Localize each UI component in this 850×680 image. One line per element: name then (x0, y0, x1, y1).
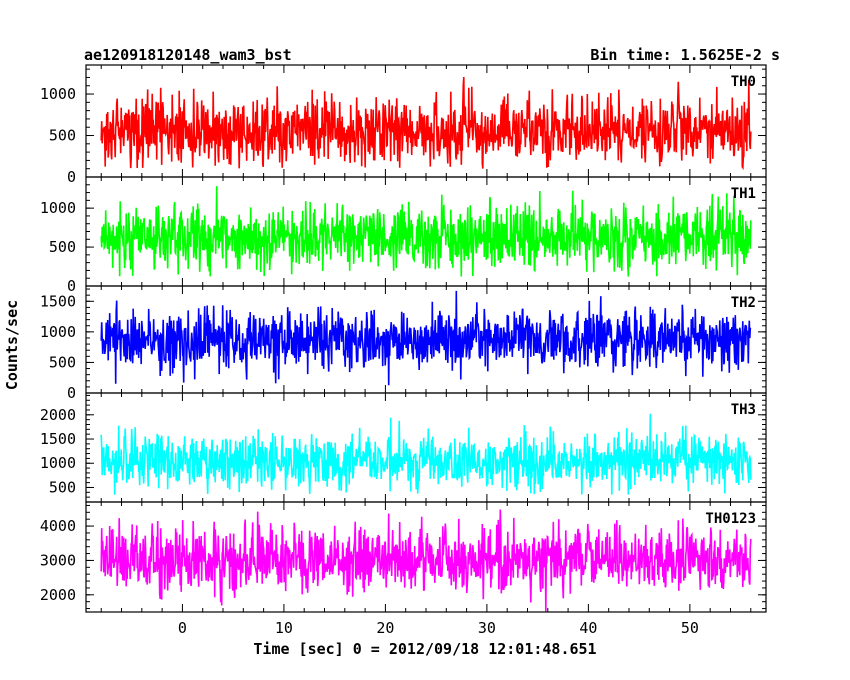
series-th0-line (100, 76, 752, 171)
y-tick-label: 1500 (40, 292, 76, 310)
y-tick-label: 1000 (40, 323, 76, 341)
x-tick-label: 50 (681, 619, 699, 637)
panel-label-th2: TH2 (731, 295, 756, 311)
series-th3-line (100, 413, 752, 495)
y-tick-label: 0 (67, 168, 76, 186)
y-tick-label: 500 (49, 353, 76, 371)
y-tick-label: 0 (67, 384, 76, 402)
x-tick-label: 10 (275, 619, 293, 637)
panel-th3: 500 1000 1500 2000 TH3 (40, 392, 767, 503)
x-tick-label: 20 (376, 619, 394, 637)
y-tick-label: 4000 (40, 517, 76, 535)
y-tick-label: 3000 (40, 551, 76, 569)
panel-th0123: 2000 3000 4000 TH0123 (40, 501, 767, 613)
panel-label-th0123: TH0123 (705, 511, 756, 527)
y-tick-label: 1000 (40, 85, 76, 103)
x-axis: 0 10 20 30 40 50 (178, 619, 699, 637)
panel-th0: 0 500 1000 TH0 (40, 64, 767, 186)
x-tick-label: 40 (579, 619, 597, 637)
panel-label-th1: TH1 (731, 186, 756, 202)
x-tick-label: 30 (478, 619, 496, 637)
y-tick-label: 0 (67, 277, 76, 295)
panel-th1: 0 500 1000 TH1 (40, 176, 767, 295)
panel-th2: 0 500 1000 1500 TH2 (40, 285, 767, 402)
x-axis-title: Time [sec] 0 = 2012/09/18 12:01:48.651 (253, 640, 596, 658)
panels-group: 0 500 1000 TH0 0 500 1000 TH1 0 500 1000 1500 TH2 500… (40, 64, 767, 613)
y-tick-label: 1000 (40, 454, 76, 472)
y-tick-label: 2000 (40, 406, 76, 424)
bin-time-label: Bin time: 1.5625E-2 s (590, 46, 780, 64)
y-tick-label: 2000 (40, 586, 76, 604)
series-th1-line (100, 186, 752, 277)
y-tick-label: 500 (49, 127, 76, 145)
y-axis-title: Counts/sec (3, 300, 21, 390)
x-tick-label: 0 (178, 619, 187, 637)
series-th2-line (100, 290, 752, 386)
series-th0123-line (100, 509, 752, 612)
y-tick-label: 1000 (40, 199, 76, 217)
y-tick-label: 500 (49, 238, 76, 256)
y-tick-label: 1500 (40, 430, 76, 448)
panel-label-th0: TH0 (731, 74, 756, 90)
panel-label-th3: TH3 (731, 402, 756, 418)
y-tick-label: 500 (49, 478, 76, 496)
chart-title: ae120918120148_wam3_bst (84, 46, 292, 64)
